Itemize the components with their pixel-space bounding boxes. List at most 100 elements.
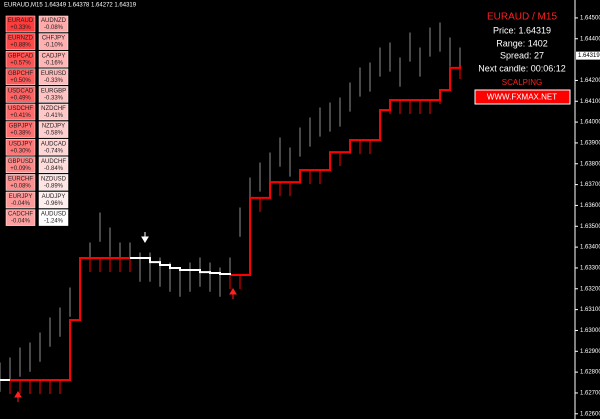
tile-change: -0.16% xyxy=(44,60,64,66)
link-button[interactable] xyxy=(474,89,571,105)
y-tick-label: 1.62900 xyxy=(580,349,600,355)
panel-range: Range: 1402 xyxy=(496,38,548,48)
tile-pair: CADCHF xyxy=(8,212,33,218)
tile-change: -0.04% xyxy=(11,201,31,207)
tile-pair: EURCHF xyxy=(8,176,33,182)
tile xyxy=(5,121,36,138)
tile xyxy=(5,50,36,68)
tile-pair: GBPJPY xyxy=(9,124,33,130)
tile xyxy=(38,103,69,121)
tile-change: -0.33% xyxy=(44,78,64,84)
tile xyxy=(5,33,36,50)
current-price-box xyxy=(576,51,600,60)
tile xyxy=(5,174,36,191)
tile-pair: CADJPY xyxy=(42,53,66,59)
y-tick-label: 1.63200 xyxy=(580,286,600,292)
tile-pair: EURJPY xyxy=(9,194,33,200)
tile xyxy=(38,138,69,156)
y-tick-label: 1.63400 xyxy=(580,245,600,251)
tile xyxy=(38,121,69,138)
tile-change: +0.33% xyxy=(10,25,31,31)
tile-change: +0.09% xyxy=(10,166,31,172)
tile-change: -0.33% xyxy=(44,95,64,101)
tile-change: +0.50% xyxy=(10,78,31,84)
tile-pair: EURUSD xyxy=(41,71,67,77)
plot: 1.64500 1.64400 1.64200 1.64100 1.64000 1.639… xyxy=(0,15,600,417)
tile-pair: GBPCHF xyxy=(8,71,33,77)
tile xyxy=(5,209,36,226)
tile xyxy=(5,191,36,209)
tile-pair: NZDUSD xyxy=(41,176,67,182)
panel-spread: Spread: 27 xyxy=(500,50,544,60)
tile xyxy=(38,50,69,68)
tile-change: -0.74% xyxy=(44,148,64,154)
tile-change: +0.30% xyxy=(10,148,31,154)
panel-mode: SCALPING xyxy=(502,78,542,87)
tile-pair: NZDJPY xyxy=(42,124,65,130)
tile-change: +0.08% xyxy=(10,183,31,189)
tile-change: +0.57% xyxy=(10,60,31,66)
tile xyxy=(38,156,69,174)
y-tick-label: 1.64000 xyxy=(580,120,600,126)
tile-change: -0.89% xyxy=(44,183,64,189)
tile-change: +0.49% xyxy=(10,95,31,101)
tile xyxy=(38,33,69,50)
y-tick-label: 1.63000 xyxy=(580,328,600,334)
tile-pair: NZDCHF xyxy=(41,106,66,112)
tile-pair: USDJPY xyxy=(9,141,33,147)
tile-change: -0.41% xyxy=(44,113,64,119)
tile-change: +0.38% xyxy=(10,131,31,137)
tiles: EURAUD+0.33% EURNZD+0.88% GBPCAD+0.57% GBPC… xyxy=(5,15,69,226)
sell-arrow xyxy=(141,232,149,243)
tile xyxy=(5,138,36,156)
tile-pair: AUDCHF xyxy=(41,159,66,165)
tile xyxy=(38,191,69,209)
tile-pair: CHFJPY xyxy=(42,36,65,42)
tile-change: -0.04% xyxy=(11,219,31,225)
tile xyxy=(5,156,36,174)
tile xyxy=(38,86,69,103)
current-price-label: 1.64319 xyxy=(578,53,600,59)
tile xyxy=(38,209,69,226)
y-tick-label: 1.62600 xyxy=(580,411,600,417)
y-tick-label: 1.64400 xyxy=(580,36,600,42)
tile-change: -0.10% xyxy=(44,43,64,49)
tile-pair: EURNZD xyxy=(8,36,34,42)
tile-pair: AUDJPY xyxy=(42,194,66,200)
panel-next-candle: Next candle: 00:06:12 xyxy=(478,63,566,73)
link-text[interactable]: WWW.FXMAX.NET xyxy=(487,93,557,102)
y-tick-label: 1.64100 xyxy=(580,99,600,105)
y-tick-label: 1.63300 xyxy=(580,266,600,272)
chart-header: EURAUD,M15 1.64349 1.64378 1.64272 1.643… xyxy=(4,3,137,9)
buy-arrow xyxy=(14,391,22,402)
tile-pair: EURAUD xyxy=(8,18,34,24)
tile-change: -1.24% xyxy=(44,219,64,225)
tile-change: +0.88% xyxy=(10,43,31,49)
tile-change: -0.84% xyxy=(44,166,64,172)
tile-change: -0.96% xyxy=(44,201,64,207)
tile xyxy=(5,86,36,103)
y-tick-label: 1.63500 xyxy=(580,224,600,230)
panel-price: Price: 1.64319 xyxy=(493,25,551,35)
tile-pair: AUDCAD xyxy=(41,141,67,147)
tile xyxy=(38,15,69,33)
tile-pair: AUDUSD xyxy=(41,212,67,218)
y-tick-label: 1.63100 xyxy=(580,307,600,313)
tile xyxy=(38,174,69,191)
tile-pair: AUDNZD xyxy=(41,18,67,24)
tile xyxy=(38,68,69,86)
y-tick-label: 1.62800 xyxy=(580,370,600,376)
tile-pair: USDCHF xyxy=(8,106,33,112)
trend-line xyxy=(0,256,231,382)
tile-pair: GBPUSD xyxy=(8,159,34,165)
tile-pair: USDCAD xyxy=(8,88,34,94)
tile-change: -0.58% xyxy=(44,131,64,137)
y-tick-label: 1.63700 xyxy=(580,182,600,188)
y-tick-label: 1.63800 xyxy=(580,161,600,167)
panel-title: EURAUD / M15 xyxy=(487,12,557,23)
tile xyxy=(5,103,36,121)
y-tick-label: 1.62700 xyxy=(580,391,600,397)
tile-change: -0.08% xyxy=(44,25,64,31)
